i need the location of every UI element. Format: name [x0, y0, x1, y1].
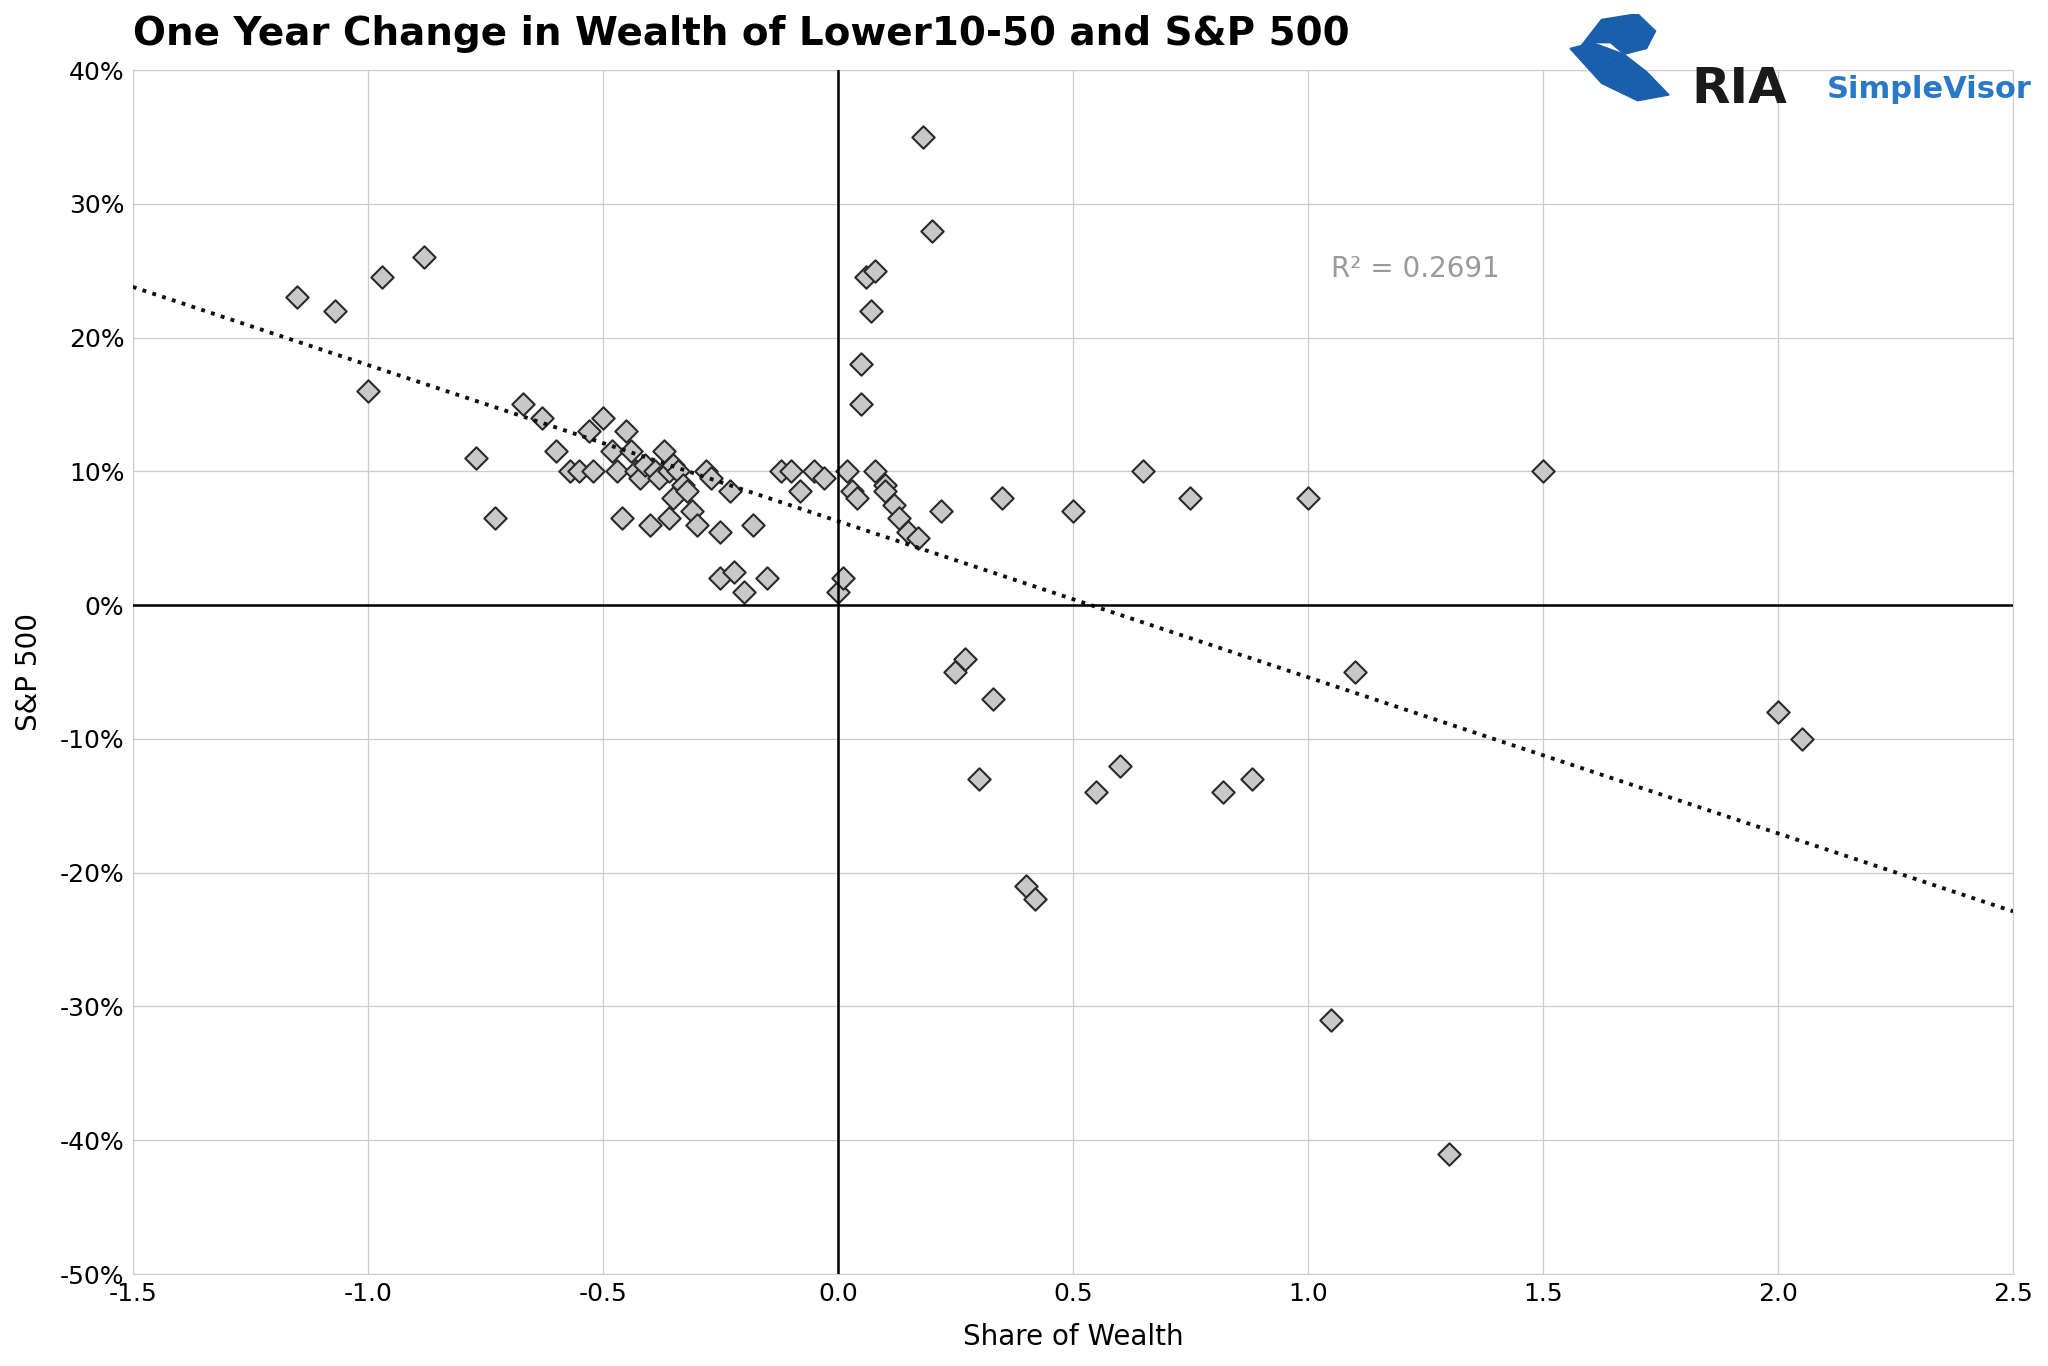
Point — [1079, 781, 1112, 803]
Point — [807, 467, 840, 489]
Point — [905, 126, 938, 148]
Point — [610, 421, 643, 443]
Point — [1786, 728, 1819, 750]
Point — [643, 467, 676, 489]
Point — [365, 266, 397, 288]
Point — [977, 688, 1010, 710]
Point — [690, 460, 723, 482]
Point — [846, 393, 879, 415]
Point — [705, 520, 737, 542]
Point — [858, 460, 891, 482]
X-axis label: Share of Wealth: Share of Wealth — [963, 1324, 1184, 1351]
Point — [606, 507, 639, 529]
Point — [840, 488, 872, 510]
Text: One Year Change in Wealth of Lower10-50 and S&P 500: One Year Change in Wealth of Lower10-50 … — [133, 15, 1350, 53]
Point — [850, 266, 883, 288]
Point — [1206, 781, 1239, 803]
Point — [629, 454, 662, 475]
Point — [352, 380, 385, 402]
Point — [752, 567, 784, 589]
Point — [618, 460, 651, 482]
Point — [676, 500, 709, 522]
Point — [774, 460, 807, 482]
Point — [766, 460, 799, 482]
Point — [1235, 768, 1268, 790]
Point — [625, 467, 657, 489]
Point — [713, 481, 745, 503]
Point — [915, 220, 948, 242]
Point — [705, 567, 737, 589]
Text: R² = 0.2691: R² = 0.2691 — [1331, 255, 1501, 283]
Point — [459, 447, 492, 469]
Point — [1104, 755, 1137, 777]
Point — [868, 481, 901, 503]
Point — [1761, 701, 1794, 723]
Point — [526, 407, 559, 429]
Point — [539, 440, 571, 462]
Point — [727, 581, 760, 602]
Point — [1292, 488, 1325, 510]
Point — [1057, 500, 1090, 522]
Point — [821, 581, 854, 602]
Point — [553, 460, 586, 482]
Point — [879, 494, 911, 516]
Point — [868, 474, 901, 496]
Point — [657, 488, 690, 510]
Text: RIA: RIA — [1692, 66, 1788, 113]
Point — [1526, 460, 1559, 482]
Point — [719, 560, 752, 582]
Point — [737, 514, 770, 535]
Point — [563, 460, 596, 482]
Point — [854, 301, 887, 322]
Point — [858, 260, 891, 281]
Point — [586, 407, 618, 429]
Point — [893, 520, 926, 542]
Point — [666, 474, 698, 496]
Point — [506, 393, 539, 415]
Point — [657, 454, 690, 475]
Point — [694, 467, 727, 489]
Point — [479, 507, 512, 529]
Polygon shape — [1579, 14, 1655, 55]
Point — [647, 440, 680, 462]
Point — [672, 481, 705, 503]
Point — [633, 514, 666, 535]
Point — [846, 354, 879, 376]
Point — [901, 527, 934, 549]
Point — [600, 460, 633, 482]
Polygon shape — [1571, 42, 1669, 101]
Point — [940, 661, 973, 683]
Point — [963, 768, 995, 790]
Point — [985, 488, 1018, 510]
Point — [680, 514, 713, 535]
Point — [639, 460, 672, 482]
Y-axis label: S&P 500: S&P 500 — [14, 613, 43, 731]
Point — [578, 460, 610, 482]
Point — [1126, 460, 1159, 482]
Point — [281, 287, 313, 309]
Point — [1315, 1009, 1348, 1031]
Point — [662, 460, 694, 482]
Point — [614, 440, 647, 462]
Point — [319, 301, 352, 322]
Point — [651, 507, 684, 529]
Point — [1010, 876, 1042, 897]
Point — [1339, 661, 1372, 683]
Point — [831, 460, 864, 482]
Point — [1020, 888, 1053, 910]
Point — [883, 507, 915, 529]
Point — [1434, 1143, 1466, 1165]
Point — [1174, 488, 1206, 510]
Text: SimpleVisor: SimpleVisor — [1827, 75, 2032, 104]
Point — [799, 460, 831, 482]
Point — [408, 246, 440, 268]
Point — [651, 460, 684, 482]
Point — [836, 481, 868, 503]
Point — [784, 481, 817, 503]
Point — [596, 440, 629, 462]
Point — [571, 421, 604, 443]
Point — [948, 647, 981, 669]
Point — [926, 500, 958, 522]
Point — [825, 567, 858, 589]
